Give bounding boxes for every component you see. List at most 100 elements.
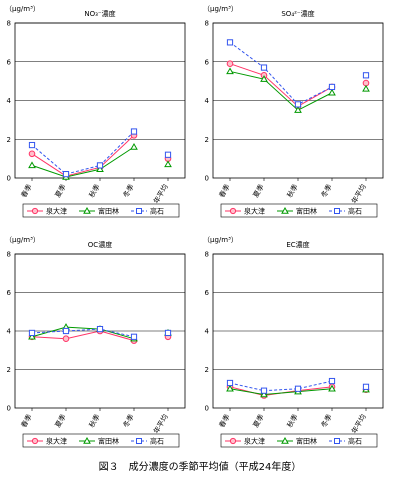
legend-label: 高石 [150,437,164,446]
data-point [164,160,172,168]
data-point [96,162,104,169]
x-tick-label: 秋季 [87,413,102,430]
data-point [164,151,172,158]
data-point [28,329,36,337]
data-point [130,333,138,340]
unit-label: （μg/m³） [5,5,40,13]
x-tick-label: 年平均 [151,183,169,206]
y-tick-label: 0 [205,175,209,183]
data-point [226,67,234,75]
data-point [96,325,104,333]
legend-label: 富田林 [296,437,317,446]
x-tick-label: 春季 [19,183,34,200]
legend-marker [83,206,91,214]
legend: 泉大津 富田林 高石 [22,203,180,218]
series-富田林 [226,67,370,113]
unit-label: （μg/m³） [203,236,238,244]
x-tick-label: 春季 [217,413,232,430]
data-point [226,39,234,46]
unit-label: （μg/m³） [203,5,238,13]
data-point [62,171,70,178]
data-point [226,384,234,392]
series-line [229,63,333,107]
series-高石 [226,39,370,108]
legend-label: 富田林 [296,207,317,216]
y-tick-label: 0 [205,405,209,413]
data-point [294,101,302,108]
unit-label: （μg/m³） [5,236,40,244]
data-point [260,64,268,71]
legend-marker [229,207,237,215]
y-tick-label: 4 [205,328,210,336]
x-tick-label: 春季 [19,413,34,430]
y-tick-label: 0 [7,175,11,183]
legend-label: 富田林 [98,207,119,216]
x-tick-label: 年平均 [349,413,367,436]
x-tick-label: 夏季 [53,183,68,200]
x-tick-label: 夏季 [251,183,266,200]
legend-marker [281,206,289,214]
y-tick-label: 6 [205,289,210,297]
legend-marker [334,208,340,214]
data-point [96,165,104,172]
legend-marker [229,437,237,445]
data-point [294,385,302,392]
series-line [229,70,333,111]
legend-label: 高石 [150,207,164,216]
y-tick-label: 4 [205,97,210,105]
data-point [226,379,234,387]
data-point [362,84,370,92]
data-point [130,128,138,135]
data-point [294,106,302,113]
series-高石 [28,325,172,340]
data-point [260,387,268,394]
data-point [226,60,234,67]
x-tick-label: 秋季 [285,183,300,200]
y-tick-label: 4 [7,328,12,336]
data-point [328,384,336,392]
data-point [260,390,268,398]
data-point [28,150,36,158]
x-tick-label: 冬季 [319,413,334,430]
chart-title: SO₄²⁻濃度 [281,9,314,18]
legend-marker [83,436,91,444]
y-tick-label: 2 [7,136,11,144]
y-tick-label: 2 [205,366,209,374]
series-高石 [226,377,370,394]
legend-marker [31,207,39,215]
data-point [28,141,36,149]
y-tick-label: 6 [205,58,210,66]
data-point [130,142,138,150]
legend-label: 富田林 [98,437,119,446]
y-tick-label: 6 [7,289,12,297]
series-富田林 [226,384,370,398]
data-point [164,329,172,337]
series-line [31,131,135,175]
x-tick-label: 冬季 [121,413,136,430]
series-line [31,328,135,338]
data-point [62,327,70,335]
series-line [229,380,333,392]
x-tick-label: 年平均 [349,183,367,206]
data-point [62,335,70,343]
legend-label: 泉大津 [46,207,67,216]
legend-marker [136,208,142,214]
data-point [328,83,336,91]
figure-caption: 図３ 成分濃度の季節平均値（平成24年度） [98,462,302,473]
series-富田林 [28,142,172,180]
legend-label: 高石 [348,207,362,216]
y-tick-label: 8 [7,251,11,259]
x-tick-label: 秋季 [87,183,102,200]
series-line [31,146,135,178]
y-tick-label: 2 [205,136,209,144]
x-tick-label: 秋季 [285,413,300,430]
legend-label: 泉大津 [244,207,265,216]
x-tick-label: 春季 [217,183,232,200]
x-tick-label: 冬季 [121,183,136,200]
legend: 泉大津 富田林 高石 [220,433,378,448]
y-tick-label: 8 [205,251,209,259]
